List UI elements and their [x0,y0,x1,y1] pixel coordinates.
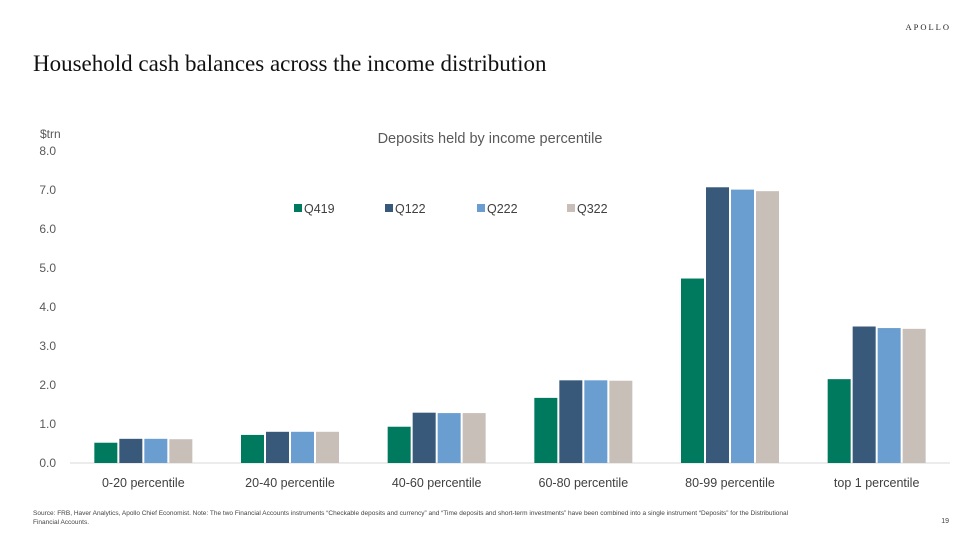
bar [144,438,168,463]
page-title: Household cash balances across the incom… [33,51,547,77]
bar [827,379,851,463]
bar [119,438,143,463]
x-category-label: 0-20 percentile [102,476,185,490]
bar [462,413,486,463]
y-axis-unit-label: $trn [40,127,61,141]
x-category-label: top 1 percentile [834,476,920,490]
bar [681,278,704,463]
bar [291,431,314,463]
bar [852,326,876,463]
bar [609,380,633,463]
bar [387,426,411,463]
bar [731,189,754,464]
bar [902,328,926,463]
brand-logo: APOLLO [905,22,951,32]
bar [706,187,729,463]
x-category-label: 20-40 percentile [245,476,335,490]
x-category-label: 80-99 percentile [685,476,775,490]
bar [877,328,901,463]
y-tick-label: 7.0 [39,183,56,197]
legend-swatch [294,204,302,212]
y-tick-label: 6.0 [39,222,56,236]
source-note: Source: FRB, Haver Analytics, Apollo Chi… [33,510,789,526]
bar [241,434,264,463]
bar [756,191,779,464]
legend-label: Q322 [577,202,608,216]
bar [437,413,461,463]
x-category-label: 40-60 percentile [392,476,482,490]
y-tick-label: 1.0 [39,417,56,431]
y-tick-label: 5.0 [39,261,56,275]
page-number: 19 [941,518,949,525]
legend-label: Q122 [395,202,426,216]
bar [584,380,608,463]
y-tick-label: 0.0 [39,456,56,470]
bar [412,412,436,463]
legend-swatch [385,204,393,212]
y-tick-label: 2.0 [39,378,56,392]
bar [559,380,583,463]
legend-swatch [477,204,485,212]
bar [534,397,558,463]
x-category-label: 60-80 percentile [539,476,629,490]
legend-swatch [567,204,575,212]
bar [94,442,118,463]
y-tick-label: 8.0 [39,144,56,158]
bar [169,439,193,463]
y-tick-label: 4.0 [39,300,56,314]
legend-label: Q222 [487,202,518,216]
chart-title: Deposits held by income percentile [377,131,603,147]
legend-label: Q419 [304,202,335,216]
bar [266,431,289,463]
y-tick-label: 3.0 [39,339,56,353]
bar [316,431,339,463]
